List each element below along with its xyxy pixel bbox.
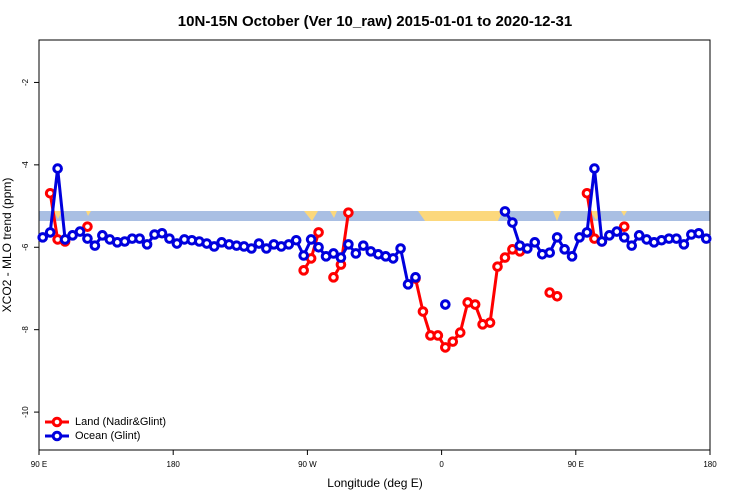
- x-axis-label: Longitude (deg E): [327, 476, 422, 490]
- data-point: [283, 239, 295, 250]
- data-point: [633, 230, 645, 241]
- data-point: [559, 244, 570, 255]
- y-tick-label: -10: [21, 406, 30, 418]
- y-tick-label: -6: [21, 243, 30, 251]
- x-tick-label: 180: [167, 460, 181, 469]
- data-point: [618, 221, 630, 232]
- data-point: [581, 227, 593, 238]
- data-point: [484, 317, 496, 328]
- data-point: [134, 233, 145, 244]
- data-point: [454, 327, 466, 338]
- data-point: [89, 240, 101, 251]
- data-point: [492, 261, 503, 272]
- data-point: [313, 227, 324, 238]
- data-point: [626, 240, 638, 251]
- data-point: [678, 239, 690, 250]
- data-point: [350, 248, 362, 259]
- data-point: [387, 253, 399, 264]
- data-point: [671, 233, 682, 244]
- data-point: [171, 238, 183, 249]
- data-point: [82, 221, 93, 232]
- data-point: [97, 230, 108, 241]
- legend-marker: [51, 416, 63, 428]
- data-point: [82, 233, 93, 244]
- reference-band: [39, 211, 710, 221]
- legend-label: Land (Nadir&Glint): [75, 416, 166, 428]
- data-point: [589, 163, 600, 174]
- data-point: [246, 243, 257, 254]
- data-point: [544, 247, 556, 258]
- data-point: [402, 279, 414, 290]
- data-point: [440, 342, 451, 353]
- x-tick-label: 90 E: [568, 460, 584, 469]
- data-point: [261, 243, 272, 254]
- x-tick-label: 90 E: [31, 460, 47, 469]
- data-point: [141, 239, 153, 250]
- data-point: [74, 226, 86, 237]
- data-point: [417, 306, 429, 317]
- data-point: [581, 187, 593, 199]
- x-tick-label: 90 W: [298, 460, 317, 469]
- data-point: [447, 336, 459, 347]
- data-point: [469, 299, 481, 310]
- data-point: [499, 252, 511, 263]
- chart-title: 10N-15N October (Ver 10_raw) 2015-01-01 …: [178, 13, 572, 30]
- data-point: [37, 232, 49, 243]
- data-point: [693, 227, 705, 239]
- data-point: [52, 163, 63, 174]
- data-point: [328, 272, 339, 283]
- data-point: [44, 227, 56, 238]
- data-point: [156, 227, 168, 239]
- x-tick-label: 0: [439, 460, 444, 469]
- data-point: [343, 239, 354, 250]
- data-point: [566, 251, 578, 262]
- data-point: [208, 241, 220, 252]
- data-point: [313, 241, 324, 253]
- data-point: [298, 250, 309, 261]
- data-point: [59, 234, 71, 245]
- data-point: [611, 226, 623, 237]
- data-point: [253, 238, 265, 249]
- data-point: [305, 234, 317, 245]
- x-tick-label: 180: [703, 460, 717, 469]
- plot-frame: [38, 39, 711, 451]
- y-tick-label: -2: [21, 78, 30, 86]
- data-point: [432, 330, 444, 341]
- y-axis-label: XCO2 - MLO trend (ppm): [0, 178, 14, 313]
- data-point: [618, 232, 630, 243]
- data-point: [440, 299, 451, 310]
- legend-marker: [51, 430, 63, 442]
- data-point: [335, 252, 347, 263]
- data-point: [410, 272, 421, 283]
- data-point: [343, 207, 354, 218]
- data-point: [164, 233, 175, 244]
- y-tick-label: -8: [21, 326, 30, 334]
- data-point: [395, 243, 406, 254]
- series-line: [41, 168, 708, 288]
- legend-label: Ocean (Glint): [75, 430, 140, 442]
- data-point: [574, 232, 585, 243]
- legend: Land (Nadir&Glint) Ocean (Glint): [45, 416, 166, 442]
- data-point: [328, 248, 339, 259]
- data-point: [700, 233, 712, 244]
- data-point: [290, 234, 302, 246]
- data-point: [551, 232, 563, 243]
- y-tick-label: -4: [21, 161, 30, 169]
- data-point: [522, 243, 533, 254]
- data-point: [499, 206, 511, 217]
- data-point: [298, 265, 309, 276]
- data-point: [44, 187, 56, 199]
- data-point: [596, 236, 608, 247]
- data-point: [507, 217, 518, 228]
- data-point: [551, 291, 563, 302]
- data-point: [529, 237, 541, 248]
- data-point: [358, 240, 369, 251]
